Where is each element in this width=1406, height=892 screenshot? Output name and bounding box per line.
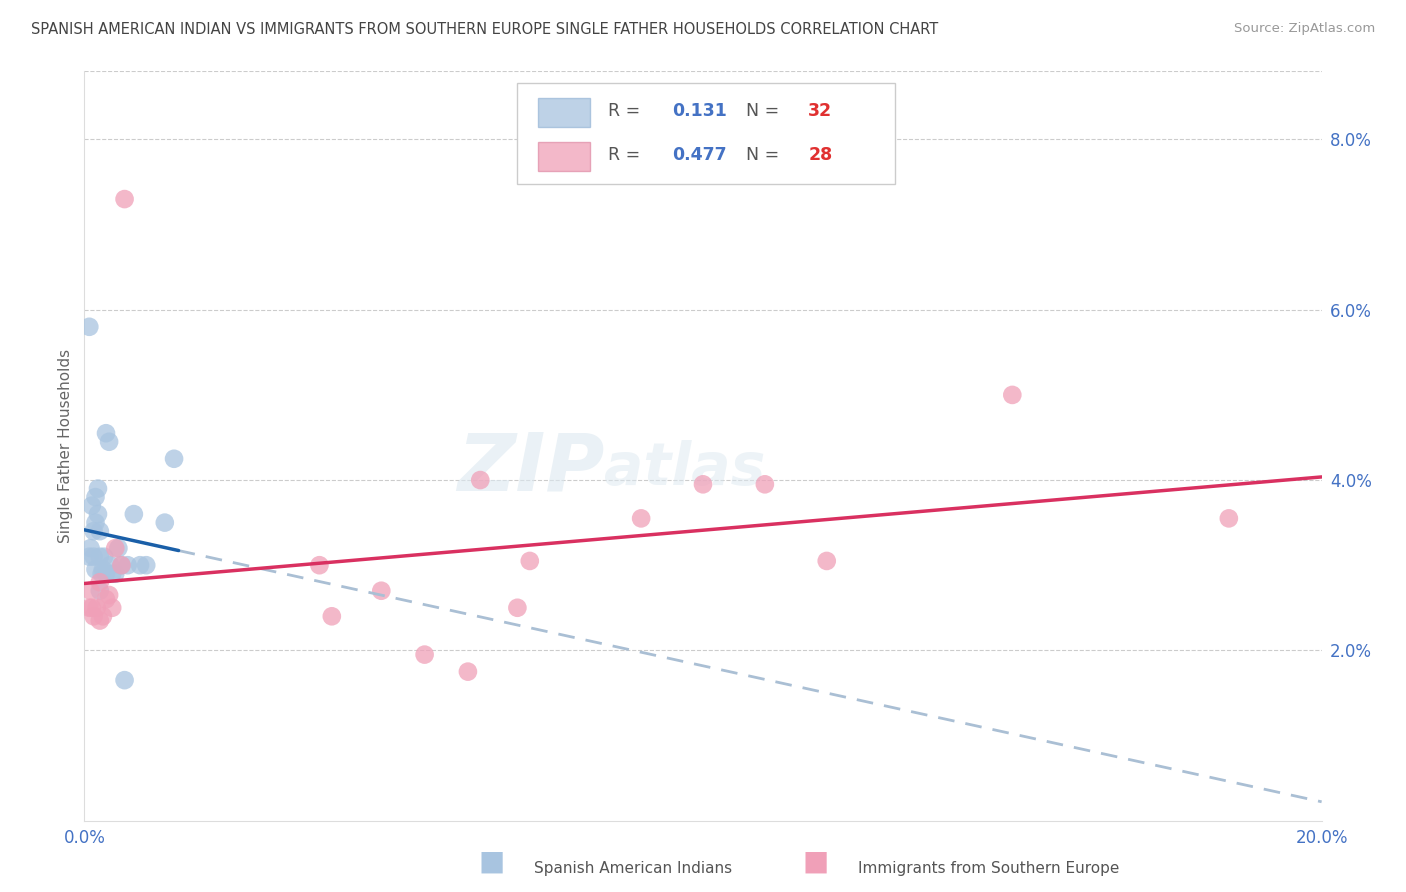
Point [87, 507, 110, 521]
Point [101, 566, 124, 581]
Point [107, 541, 129, 556]
Point [94, 592, 117, 607]
Point [1218, 511, 1240, 525]
FancyBboxPatch shape [538, 142, 591, 170]
Point [79, 583, 101, 598]
Point [101, 600, 124, 615]
Point [321, 609, 343, 624]
Text: SPANISH AMERICAN INDIAN VS IMMIGRANTS FROM SOUTHERN EUROPE SINGLE FATHER HOUSEHO: SPANISH AMERICAN INDIAN VS IMMIGRANTS FR… [31, 22, 938, 37]
Point [163, 451, 186, 466]
Point [80, 600, 103, 615]
Point [110, 558, 132, 573]
Point [91, 562, 114, 576]
Point [754, 477, 776, 491]
Point [89, 549, 111, 564]
Point [110, 558, 132, 573]
Text: 32: 32 [808, 102, 832, 120]
Text: 0.477: 0.477 [672, 145, 727, 164]
Point [630, 511, 652, 525]
Text: ■: ■ [803, 848, 828, 876]
Point [83, 524, 105, 538]
Point [98, 434, 121, 449]
Point [89, 614, 111, 628]
Point [84, 490, 107, 504]
Point [308, 558, 330, 573]
Point [87, 482, 110, 496]
Point [815, 554, 838, 568]
Point [98, 588, 121, 602]
Text: R =: R = [607, 102, 645, 120]
Point [1001, 388, 1024, 402]
Text: N =: N = [747, 145, 785, 164]
Point [114, 673, 136, 687]
Point [413, 648, 436, 662]
Point [83, 609, 105, 624]
Point [122, 507, 145, 521]
Point [83, 549, 105, 564]
Text: atlas: atlas [605, 440, 765, 497]
Point [91, 609, 114, 624]
FancyBboxPatch shape [538, 98, 591, 127]
Point [93, 549, 115, 564]
Text: R =: R = [607, 145, 645, 164]
Point [98, 558, 121, 573]
Point [79, 541, 101, 556]
FancyBboxPatch shape [517, 83, 894, 184]
Text: 0.131: 0.131 [672, 102, 727, 120]
Point [84, 562, 107, 576]
Y-axis label: Single Father Households: Single Father Households [58, 349, 73, 543]
Point [153, 516, 176, 530]
Point [129, 558, 152, 573]
Point [80, 499, 103, 513]
Text: Source: ZipAtlas.com: Source: ZipAtlas.com [1234, 22, 1375, 36]
Point [89, 583, 111, 598]
Point [114, 192, 136, 206]
Text: N =: N = [747, 102, 785, 120]
Point [457, 665, 479, 679]
Text: Spanish American Indians: Spanish American Indians [534, 861, 733, 876]
Point [86, 600, 108, 615]
Text: ■: ■ [479, 848, 505, 876]
Point [104, 541, 127, 556]
Point [519, 554, 541, 568]
Point [135, 558, 157, 573]
Point [470, 473, 492, 487]
Point [506, 600, 529, 615]
Point [370, 583, 392, 598]
Point [79, 549, 101, 564]
Point [94, 566, 117, 581]
Point [90, 566, 112, 581]
Text: ZIP: ZIP [457, 429, 605, 508]
Point [79, 319, 101, 334]
Point [89, 524, 111, 538]
Point [79, 600, 101, 615]
Point [89, 575, 111, 590]
Point [117, 558, 139, 573]
Point [692, 477, 714, 491]
Text: Immigrants from Southern Europe: Immigrants from Southern Europe [858, 861, 1119, 876]
Point [94, 426, 117, 441]
Point [84, 516, 107, 530]
Point [104, 566, 127, 581]
Text: 28: 28 [808, 145, 832, 164]
